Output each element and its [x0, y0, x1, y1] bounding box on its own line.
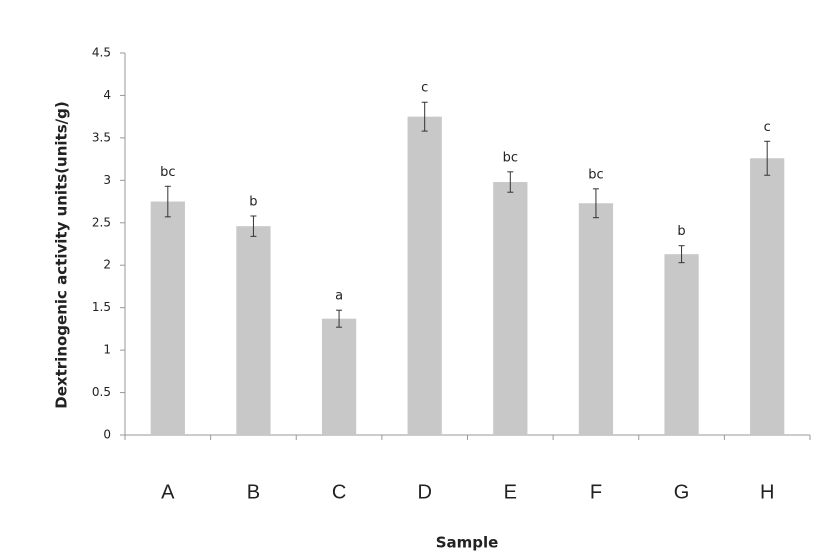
y-tick-label: 1 — [103, 343, 111, 357]
error-bar — [678, 245, 685, 264]
bar — [664, 254, 699, 435]
bar — [750, 158, 785, 436]
error-bar — [250, 215, 257, 237]
significance-label: a — [335, 289, 343, 304]
x-tick-label: H — [760, 481, 774, 503]
y-tick-label: 0.5 — [92, 385, 111, 399]
y-tick-label: 3 — [103, 173, 111, 187]
y-axis-label: Dextrinogenic activity units(units/g) — [53, 101, 71, 408]
x-tick-label: G — [674, 481, 690, 503]
significance-label: bc — [160, 165, 175, 180]
bar — [321, 318, 357, 435]
y-tick-label: 0 — [103, 428, 111, 442]
error-bar — [507, 171, 514, 193]
significance-label: bc — [588, 167, 603, 182]
error-bar — [336, 309, 343, 328]
x-axis-label: Sample — [436, 534, 499, 552]
x-tick-label: E — [504, 481, 517, 503]
x-tick-label: C — [332, 481, 346, 503]
y-tick-label: 3.5 — [92, 130, 111, 144]
y-tick-label: 4 — [103, 88, 111, 102]
y-tick-label: 1.5 — [92, 300, 111, 314]
bar — [150, 201, 185, 435]
x-tick-label: A — [161, 481, 175, 503]
error-bar — [164, 185, 171, 218]
error-bar — [764, 140, 771, 176]
bar — [493, 182, 528, 435]
x-tick-label: D — [417, 481, 431, 503]
x-tick-label: F — [590, 481, 602, 503]
x-tick-label: B — [247, 481, 260, 503]
significance-label: b — [677, 224, 685, 239]
error-bar — [421, 101, 428, 132]
y-tick-label: 2 — [103, 258, 111, 272]
bar — [578, 203, 614, 435]
significance-label: c — [764, 120, 771, 135]
error-bar — [592, 188, 599, 219]
y-tick-label: 4.5 — [92, 46, 111, 60]
significance-label: c — [421, 81, 428, 96]
significance-label: bc — [503, 150, 518, 165]
bar — [236, 226, 271, 435]
y-tick-label: 2.5 — [92, 215, 111, 229]
significance-label: b — [249, 194, 257, 209]
bar — [407, 116, 442, 436]
